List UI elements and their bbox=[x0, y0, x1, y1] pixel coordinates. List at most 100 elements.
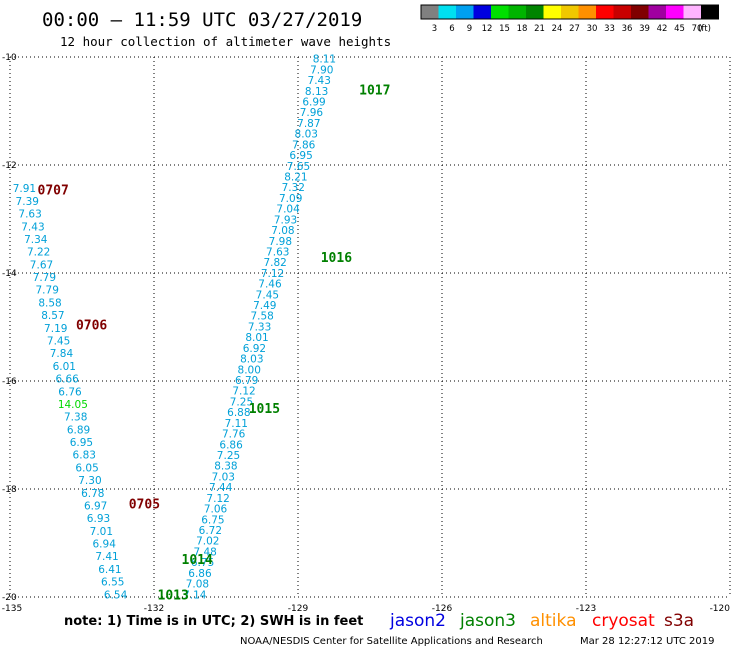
lat-tick-label: -18 bbox=[2, 485, 17, 495]
wave-height-value: 7.30 bbox=[78, 475, 101, 487]
legend-frame bbox=[420, 4, 719, 20]
lat-tick-label: -14 bbox=[2, 269, 17, 279]
color-legend: 3 6 9 12 15 18 21 24 27 30 33 36 39 42 45 70(ft) bbox=[420, 4, 719, 34]
legend-label: 42 bbox=[657, 24, 668, 34]
wave-height-value: 7.84 bbox=[50, 348, 74, 360]
legend-label: 45 bbox=[674, 24, 685, 34]
wave-height-value: 7.91 bbox=[13, 183, 36, 195]
legend-label: 33 bbox=[604, 24, 615, 34]
wave-height-value: 6.01 bbox=[53, 361, 76, 373]
wave-height-value: 6.83 bbox=[73, 450, 96, 462]
legend-swatch bbox=[631, 5, 649, 19]
wave-height-value: 7.25 bbox=[230, 396, 253, 408]
legend-swatch bbox=[701, 5, 719, 19]
wave-height-value: 6.78 bbox=[81, 488, 104, 500]
wave-height-value: 6.93 bbox=[87, 513, 110, 525]
wave-height-value: 7.04 bbox=[276, 204, 300, 216]
wave-height-value: 7.67 bbox=[30, 259, 53, 271]
legend-swatch bbox=[543, 5, 561, 19]
wave-height-value: 6.86 bbox=[188, 568, 212, 580]
legend-label: 15 bbox=[499, 24, 510, 34]
legend-label: 39 bbox=[639, 24, 650, 34]
satellite-cryosat: cryosat bbox=[592, 611, 655, 631]
wave-height-value: 7.86 bbox=[292, 139, 316, 151]
wave-height-value: 6.99 bbox=[302, 96, 325, 108]
legend-label: 3 bbox=[432, 24, 437, 34]
pass-time-label: 0707 bbox=[38, 183, 69, 198]
lat-tick-label: -20 bbox=[2, 593, 17, 603]
legend-swatch bbox=[508, 5, 526, 19]
legend-swatch bbox=[526, 5, 544, 19]
wave-height-value: 7.96 bbox=[300, 107, 324, 119]
wave-height-value: 8.58 bbox=[38, 297, 61, 309]
satellite-s3a: s3a bbox=[664, 611, 694, 631]
pass-time-label: 0706 bbox=[76, 318, 107, 333]
wave-height-value: 7.76 bbox=[222, 429, 246, 441]
legend-swatch bbox=[666, 5, 684, 19]
wave-height-value: 7.11 bbox=[225, 418, 248, 430]
legend-label: 21 bbox=[534, 24, 545, 34]
wave-height-value: 7.08 bbox=[271, 225, 294, 237]
wave-height-value: 7.06 bbox=[204, 504, 228, 516]
wave-height-value: 6.88 bbox=[227, 407, 250, 419]
legend-swatch bbox=[596, 5, 614, 19]
wave-height-value: 8.21 bbox=[284, 171, 307, 183]
wave-height-value: 7.12 bbox=[232, 386, 255, 398]
satellite-jason2: jason2 bbox=[389, 611, 446, 631]
legend-swatch bbox=[613, 5, 631, 19]
legend-label: 30 bbox=[587, 24, 598, 34]
wave-height-value: 7.34 bbox=[24, 234, 48, 246]
legend-label: 36 bbox=[622, 24, 633, 34]
wave-height-value: 7.33 bbox=[248, 321, 271, 333]
wave-height-value: 7.48 bbox=[193, 546, 216, 558]
wave-height-value: 7.19 bbox=[44, 323, 67, 335]
wave-height-value: 7.38 bbox=[64, 412, 87, 424]
lat-tick-label: -10 bbox=[2, 53, 17, 63]
wave-height-value: 8.01 bbox=[245, 332, 268, 344]
axis-tick-labels: -10 -12 -14 -16 -18 -20-135 -132 -129 -126 -123 -1… bbox=[2, 53, 730, 614]
wave-height-value: 7.79 bbox=[36, 285, 59, 297]
legend-unit: (ft) bbox=[698, 24, 711, 34]
wave-height-value: 7.02 bbox=[196, 536, 219, 548]
wave-height-value: 8.11 bbox=[313, 54, 336, 66]
credit-line: NOAA/NESDIS Center for Satellite Applica… bbox=[240, 636, 543, 647]
legend-label: 70 bbox=[692, 24, 703, 34]
wave-height-value: 6.86 bbox=[219, 439, 243, 451]
legend-label: 27 bbox=[569, 24, 580, 34]
map-grid bbox=[9, 56, 731, 598]
wave-height-value: 7.12 bbox=[206, 493, 229, 505]
satellite-jason3: jason3 bbox=[459, 611, 516, 631]
legend-swatch bbox=[578, 5, 596, 19]
wave-height-value: 7.58 bbox=[250, 311, 273, 323]
legend-label: 18 bbox=[517, 24, 528, 34]
wave-height-value: 6.79 bbox=[235, 375, 258, 387]
lat-tick-label: -16 bbox=[2, 377, 17, 387]
wave-height-value: 7.12 bbox=[261, 268, 284, 280]
wave-height-value: 6.72 bbox=[199, 525, 222, 537]
wave-height-value: 7.39 bbox=[16, 196, 39, 208]
wave-height-value: 7.43 bbox=[21, 221, 44, 233]
wave-height-value: 8.03 bbox=[240, 354, 263, 366]
lon-tick-label: -132 bbox=[144, 604, 164, 614]
wave-height-value: 7.98 bbox=[269, 236, 292, 248]
satellite-legend: jason2 jason3 altika cryosat s3a bbox=[389, 611, 694, 631]
wave-height-value: 8.57 bbox=[41, 310, 64, 322]
lon-tick-label: -120 bbox=[710, 604, 731, 614]
footer-note: note: 1) Time is in UTC; 2) SWH is in fe… bbox=[64, 614, 363, 629]
wave-height-value: 6.54 bbox=[104, 589, 128, 601]
track-east: 8.117.907.438.136.997.967.878.037.866.95… bbox=[158, 54, 391, 604]
wave-height-value: 7.63 bbox=[18, 209, 41, 221]
wave-height-value: 7.45 bbox=[256, 289, 279, 301]
legend-swatch bbox=[421, 5, 439, 19]
lon-tick-label: -135 bbox=[2, 604, 22, 614]
wave-height-value: 8.38 bbox=[214, 461, 237, 473]
wave-height-value: 8.03 bbox=[295, 129, 318, 141]
wave-height-value: 7.22 bbox=[27, 247, 50, 259]
wave-height-value: 6.75 bbox=[201, 514, 224, 526]
legend-swatch bbox=[491, 5, 509, 19]
pass-time-label: 1015 bbox=[249, 402, 280, 417]
legend-swatch bbox=[683, 5, 701, 19]
wave-height-value: 6.55 bbox=[101, 577, 124, 589]
wave-height-value: 7.90 bbox=[310, 64, 333, 76]
